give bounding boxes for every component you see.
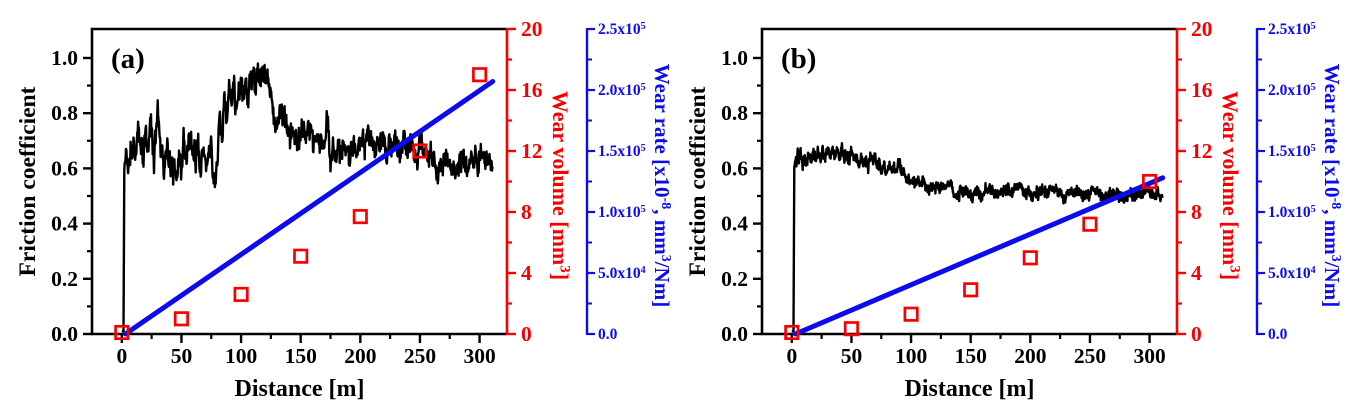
wear-volume-tick-label: 12 <box>521 139 543 163</box>
x-tick-label: 0 <box>116 344 127 368</box>
friction-tick-label: 0.0 <box>51 322 78 346</box>
friction-coefficient-curve <box>121 62 494 333</box>
x-tick-label: 50 <box>841 344 863 368</box>
x-tick-label: 250 <box>404 344 436 368</box>
x-tick-label: 200 <box>344 344 376 368</box>
wear-volume-tick-label: 4 <box>1191 261 1202 285</box>
wear-volume-tick-label: 16 <box>1191 78 1213 102</box>
x-axis-title: Distance [m] <box>235 376 365 402</box>
wear-volume-point <box>472 67 488 83</box>
wear-rate-tick-label: 1.0x105 <box>1268 204 1316 221</box>
wear-volume-tick-label: 8 <box>1191 200 1202 224</box>
panel-label: (a) <box>111 43 145 75</box>
friction-tick-label: 0.2 <box>721 267 748 291</box>
wear-volume-point <box>233 286 249 302</box>
friction-coefficient-curve <box>791 142 1164 333</box>
wear-volume-tick-label: 4 <box>521 261 532 285</box>
x-tick-label: 100 <box>225 344 257 368</box>
wear-rate-axis-title: Wear rate [x10-8, mm3/Nm] <box>650 64 674 307</box>
wear-volume-point <box>293 248 309 264</box>
wear-volume-point <box>114 324 130 341</box>
wear-rate-tick-label: 1.5x105 <box>598 143 646 160</box>
friction-tick-label: 0.6 <box>721 156 748 180</box>
friction-axis-title: Friction coefficient <box>15 86 41 276</box>
wear-rate-tick-label: 2.0x105 <box>1268 82 1316 99</box>
wear-rate-tick-label: 5.0x104 <box>1268 265 1316 282</box>
friction-tick-label: 0.0 <box>721 322 748 346</box>
wear-volume-tick-label: 12 <box>1191 139 1213 163</box>
wear-rate-tick-label: 0.0 <box>598 326 618 343</box>
x-tick-label: 150 <box>285 344 317 368</box>
friction-tick-label: 1.0 <box>51 46 78 70</box>
wear-rate-tick-label: 5.0x104 <box>598 265 646 282</box>
wear-volume-point <box>1022 250 1038 266</box>
wear-volume-tick-label: 20 <box>1191 17 1213 41</box>
friction-tick-label: 0.8 <box>721 101 748 125</box>
panel-label: (b) <box>781 43 816 75</box>
wear-rate-line <box>122 79 496 337</box>
friction-tick-label: 0.8 <box>51 101 78 125</box>
friction-tick-label: 0.4 <box>721 212 748 236</box>
wear-volume-point <box>173 311 189 327</box>
wear-rate-tick-label: 1.5x105 <box>1268 143 1316 160</box>
wear-volume-point <box>412 143 428 159</box>
wear-rate-axis-title: Wear rate [x10-8, mm3/Nm] <box>1320 64 1344 307</box>
friction-tick-label: 0.2 <box>51 267 78 291</box>
wear-volume-tick-label: 0 <box>1191 322 1202 346</box>
wear-rate-tick-label: 2.0x105 <box>598 82 646 99</box>
plot-frame <box>90 27 507 336</box>
x-tick-label: 0 <box>786 344 797 368</box>
x-axis-title: Distance [m] <box>905 376 1035 402</box>
wear-volume-tick-label: 20 <box>521 17 543 41</box>
x-tick-label: 300 <box>463 344 495 368</box>
wear-rate-line <box>792 175 1166 337</box>
x-tick-label: 300 <box>1133 344 1165 368</box>
wear-volume-point <box>784 324 800 341</box>
friction-tick-label: 0.4 <box>51 212 78 236</box>
wear-rate-tick-label: 0.0 <box>1268 326 1288 343</box>
wear-volume-point <box>1082 216 1098 232</box>
friction-tick-label: 0.6 <box>51 156 78 180</box>
friction-tick-label: 1.0 <box>721 46 748 70</box>
x-tick-label: 100 <box>895 344 927 368</box>
wear-volume-tick-label: 8 <box>521 200 532 224</box>
wear-volume-point <box>963 282 979 298</box>
x-tick-label: 50 <box>171 344 193 368</box>
wear-rate-tick-label: 2.5x105 <box>1268 21 1316 38</box>
friction-axis-title: Friction coefficient <box>685 86 711 276</box>
wear-volume-tick-label: 0 <box>521 322 532 346</box>
wear-volume-point <box>843 321 859 337</box>
wear-volume-tick-label: 16 <box>521 78 543 102</box>
x-tick-label: 250 <box>1074 344 1106 368</box>
x-tick-label: 200 <box>1014 344 1046 368</box>
wear-volume-axis-title: Wear volume [mm3] <box>1218 91 1243 280</box>
x-tick-label: 150 <box>955 344 987 368</box>
wear-rate-tick-label: 2.5x105 <box>598 21 646 38</box>
plot-frame <box>760 27 1177 336</box>
wear-rate-tick-label: 1.0x105 <box>598 204 646 221</box>
wear-volume-axis-title: Wear volume [mm3] <box>548 91 573 280</box>
wear-volume-point <box>1142 173 1158 190</box>
wear-volume-point <box>352 209 368 225</box>
wear-volume-point <box>903 306 919 322</box>
